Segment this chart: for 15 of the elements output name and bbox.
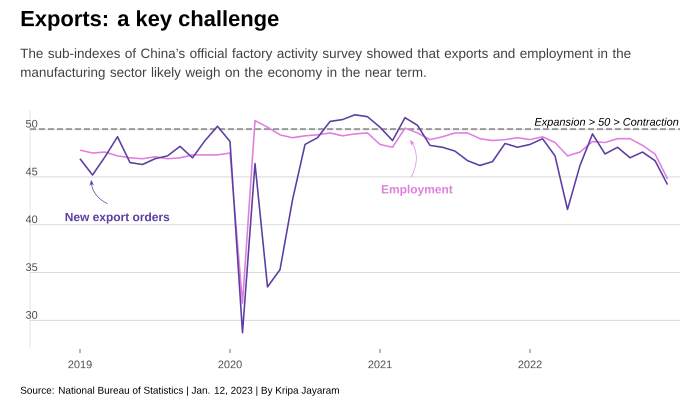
x-tick-label: 2021 xyxy=(368,360,392,368)
y-tick-label: 35 xyxy=(26,263,38,271)
y-tick-label: 30 xyxy=(26,311,38,319)
x-tick-label: 2020 xyxy=(218,360,242,368)
x-tick-label: 2019 xyxy=(68,360,92,368)
source-note: Source: National Bureau of Statistics | Jan. 12, 2023 | By Kripa Jayaram xyxy=(20,386,339,396)
ref-line-label: Expansion > 50 > Contraction xyxy=(534,118,678,128)
chart-title: Exports: a key challenge xyxy=(22,10,278,31)
y-tick-label: 40 xyxy=(26,215,38,224)
legend-label: New export orders xyxy=(66,212,170,224)
x-tick-label: 2022 xyxy=(518,360,542,368)
y-tick-label: 50 xyxy=(26,120,38,128)
y-tick-label: 45 xyxy=(26,168,38,176)
text: Employment xyxy=(382,184,453,196)
chart-subtitle: The sub-indexes of China’s official factory activity survey showed that exports and employment in the manufacturing sector likely weigh on the economy in the near term. xyxy=(20,48,631,80)
